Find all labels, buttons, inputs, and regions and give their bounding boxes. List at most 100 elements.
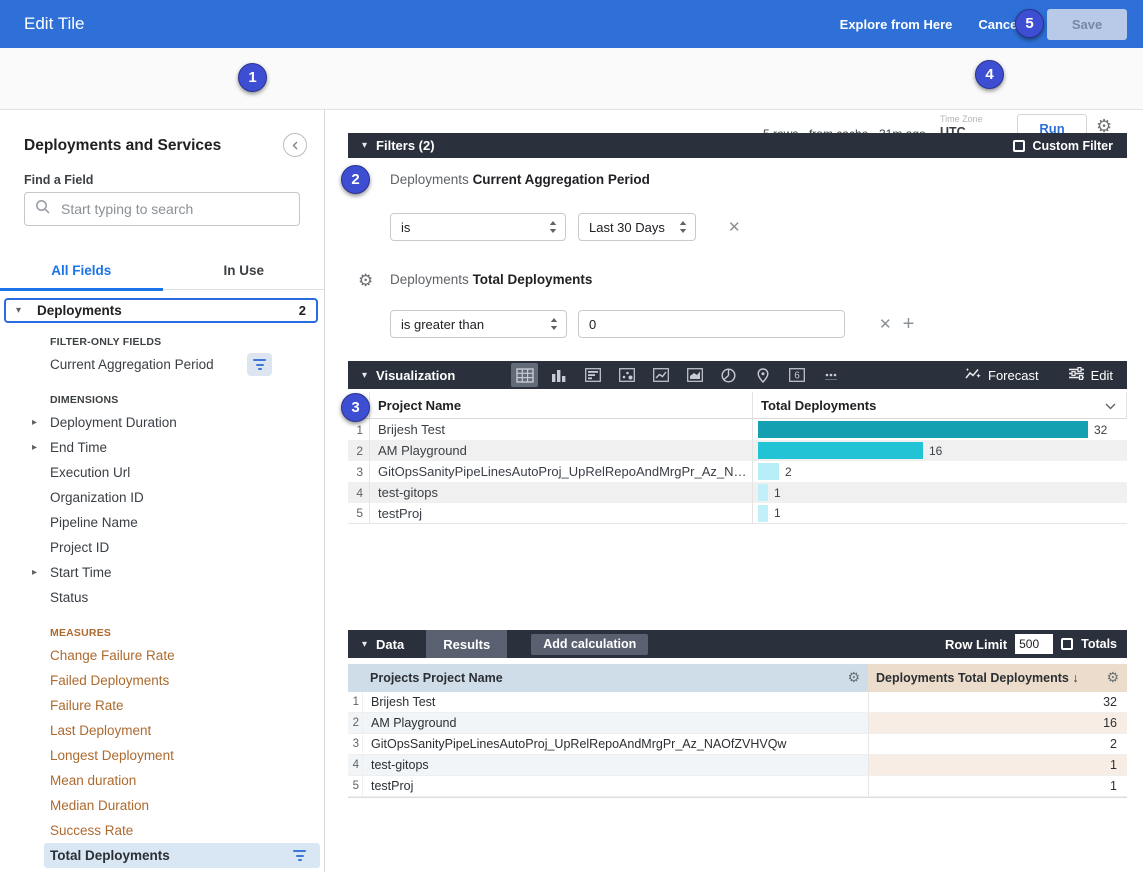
data-section-bar[interactable]: ▾ Data Results Add calculation Row Limit… (348, 630, 1127, 658)
expand-caret-icon[interactable]: ▸ (32, 442, 38, 453)
tab-in-use[interactable]: In Use (223, 263, 264, 278)
add-filter-icon[interactable]: + (902, 312, 915, 335)
total-deployments-cell[interactable]: 16 (868, 713, 1127, 733)
filter2-value-input[interactable] (578, 310, 845, 338)
filter2-gear-icon[interactable]: ⚙ (358, 271, 374, 291)
viz-table-row[interactable]: 5 testProj 1 (348, 503, 1127, 524)
save-button[interactable]: Save (1047, 8, 1127, 40)
bar-value-label: 16 (929, 443, 943, 458)
table-viz-icon[interactable] (511, 363, 539, 387)
total-deployments-cell[interactable]: 1 (868, 776, 1127, 796)
data-col-project-name[interactable]: Projects Project Name ⚙ (362, 664, 868, 692)
sidebar-field-pipeline-name[interactable]: Pipeline Name (0, 510, 324, 535)
sidebar-field-status[interactable]: Status (0, 585, 324, 610)
sidebar-field-last-deployment[interactable]: Last Deployment (0, 718, 324, 743)
pie-chart-viz-icon[interactable] (715, 363, 742, 387)
scatter-plot-viz-icon[interactable] (613, 363, 640, 387)
sidebar-field-organization-id[interactable]: Organization ID (0, 485, 324, 510)
column-chart-viz-icon[interactable] (545, 363, 572, 387)
custom-filter-checkbox[interactable] (1013, 139, 1026, 152)
remove-filter1-icon[interactable]: ✕ (728, 218, 741, 236)
data-table-row[interactable]: 1 Brijesh Test 32 (348, 692, 1127, 713)
filters-section-bar[interactable]: ▾ Filters (2) Custom Filter (348, 133, 1127, 158)
field-section-heading-filter-only-fields: FILTER-ONLY FIELDS (50, 336, 162, 348)
project-name-cell[interactable]: test-gitops (362, 755, 868, 775)
data-table-row[interactable]: 2 AM Playground 16 (348, 713, 1127, 734)
filter-by-field-icon[interactable] (287, 844, 312, 867)
totals-checkbox[interactable] (1061, 638, 1074, 650)
remove-filter2-icon[interactable]: ✕ (879, 315, 892, 333)
filter1-operator-select[interactable]: is (390, 213, 566, 241)
expand-caret-icon[interactable]: ▸ (32, 417, 38, 428)
area-chart-viz-icon[interactable] (681, 363, 708, 387)
cancel-link[interactable]: Cancel (978, 16, 1021, 32)
sidebar-field-success-rate[interactable]: Success Rate (0, 818, 324, 843)
column-gear-icon[interactable]: ⚙ (847, 670, 860, 686)
data-table-row[interactable]: 3 GitOpsSanityPipeLinesAutoProj_UpRelRepo… (348, 734, 1127, 755)
deployments-group-row[interactable]: ▾ Deployments 2 (4, 298, 318, 323)
tab-all-fields[interactable]: All Fields (0, 252, 163, 291)
single-value-viz-icon[interactable]: 6 (783, 363, 810, 387)
viz-table-row[interactable]: 3 GitOpsSanityPipeLinesAutoProj_UpRelRepo… (348, 461, 1127, 482)
explore-from-here-link[interactable]: Explore from Here (839, 16, 953, 32)
viz-col-total-deployments[interactable]: Total Deployments (752, 392, 1126, 418)
sidebar-field-change-failure-rate[interactable]: Change Failure Rate (0, 643, 324, 668)
row-limit-input[interactable] (1015, 634, 1054, 654)
sidebar-field-deployment-duration[interactable]: ▸ Deployment Duration (0, 410, 324, 435)
project-name-cell: AM Playground (378, 443, 467, 458)
data-table-row[interactable]: 4 test-gitops 1 (348, 755, 1127, 776)
results-tab[interactable]: Results (426, 630, 508, 658)
sidebar-field-current-aggregation-period[interactable]: Current Aggregation Period (0, 352, 324, 377)
viz-table-row[interactable]: 4 test-gitops 1 (348, 482, 1127, 503)
field-search-input[interactable] (61, 201, 289, 217)
sidebar-field-mean-duration[interactable]: Mean duration (0, 768, 324, 793)
column-menu-chevron-icon[interactable] (1105, 398, 1116, 413)
forecast-button[interactable]: Forecast (965, 367, 1039, 383)
data-col-total-deployments[interactable]: Deployments Total Deployments ↓ ⚙ (868, 664, 1127, 692)
line-chart-viz-icon[interactable] (647, 363, 674, 387)
filters-collapse-caret-icon[interactable]: ▾ (362, 140, 368, 151)
project-name-cell[interactable]: GitOpsSanityPipeLinesAutoProj_UpRelRepoA… (362, 734, 868, 754)
viz-table-row[interactable]: 2 AM Playground 16 (348, 440, 1127, 461)
visualization-collapse-caret-icon[interactable]: ▾ (362, 369, 368, 381)
sidebar-field-median-duration[interactable]: Median Duration (0, 793, 324, 818)
total-deployments-cell[interactable]: 32 (868, 692, 1127, 712)
sidebar-field-end-time[interactable]: ▸ End Time (0, 435, 324, 460)
viz-col-project-name[interactable]: Project Name (378, 397, 462, 413)
value-bar (758, 463, 779, 480)
filter1-value-select[interactable]: Last 30 Days (578, 213, 696, 241)
project-name-cell[interactable]: Brijesh Test (362, 692, 868, 712)
field-search-box[interactable] (24, 192, 300, 226)
annotation-badge-2: 2 (341, 165, 370, 194)
edit-visualization-button[interactable]: Edit (1068, 367, 1113, 383)
filter-by-field-icon[interactable] (247, 353, 272, 376)
sidebar-field-execution-url[interactable]: Execution Url (0, 460, 324, 485)
project-name-cell[interactable]: AM Playground (362, 713, 868, 733)
explore-name: Deployments and Services (24, 137, 222, 154)
total-deployments-cell[interactable]: 1 (868, 755, 1127, 775)
sidebar-field-failure-rate[interactable]: Failure Rate (0, 693, 324, 718)
more-viz-icon[interactable] (817, 363, 844, 387)
filter2-operator-select[interactable]: is greater than (390, 310, 567, 338)
data-collapse-caret-icon[interactable]: ▾ (362, 638, 368, 650)
collapse-sidebar-icon[interactable] (283, 133, 307, 157)
sidebar-field-project-id[interactable]: Project ID (0, 535, 324, 560)
sidebar-field-failed-deployments[interactable]: Failed Deployments (0, 668, 324, 693)
map-pin-viz-icon[interactable] (749, 363, 776, 387)
field-label: Median Duration (50, 798, 150, 813)
project-name-cell: test-gitops (378, 485, 438, 500)
group-expand-caret-icon[interactable]: ▾ (16, 305, 22, 316)
add-calculation-button[interactable]: Add calculation (531, 633, 649, 655)
query-settings-gear-icon[interactable]: ⚙ (1096, 116, 1113, 137)
project-name-cell[interactable]: testProj (362, 776, 868, 796)
expand-caret-icon[interactable]: ▸ (32, 567, 38, 578)
viz-table-row[interactable]: 1 Brijesh Test 32 (348, 419, 1127, 440)
sidebar-field-longest-deployment[interactable]: Longest Deployment (0, 743, 324, 768)
bar-chart-viz-icon[interactable] (579, 363, 606, 387)
data-table-row[interactable]: 5 testProj 1 (348, 776, 1127, 797)
column-gear-icon[interactable]: ⚙ (1106, 670, 1119, 686)
sidebar-field-total-deployments[interactable]: Total Deployments (44, 843, 320, 868)
total-deployments-cell[interactable]: 2 (868, 734, 1127, 754)
visualization-section-bar[interactable]: ▾ Visualization 6 Forecast Edit (348, 361, 1127, 389)
sidebar-field-start-time[interactable]: ▸ Start Time (0, 560, 324, 585)
